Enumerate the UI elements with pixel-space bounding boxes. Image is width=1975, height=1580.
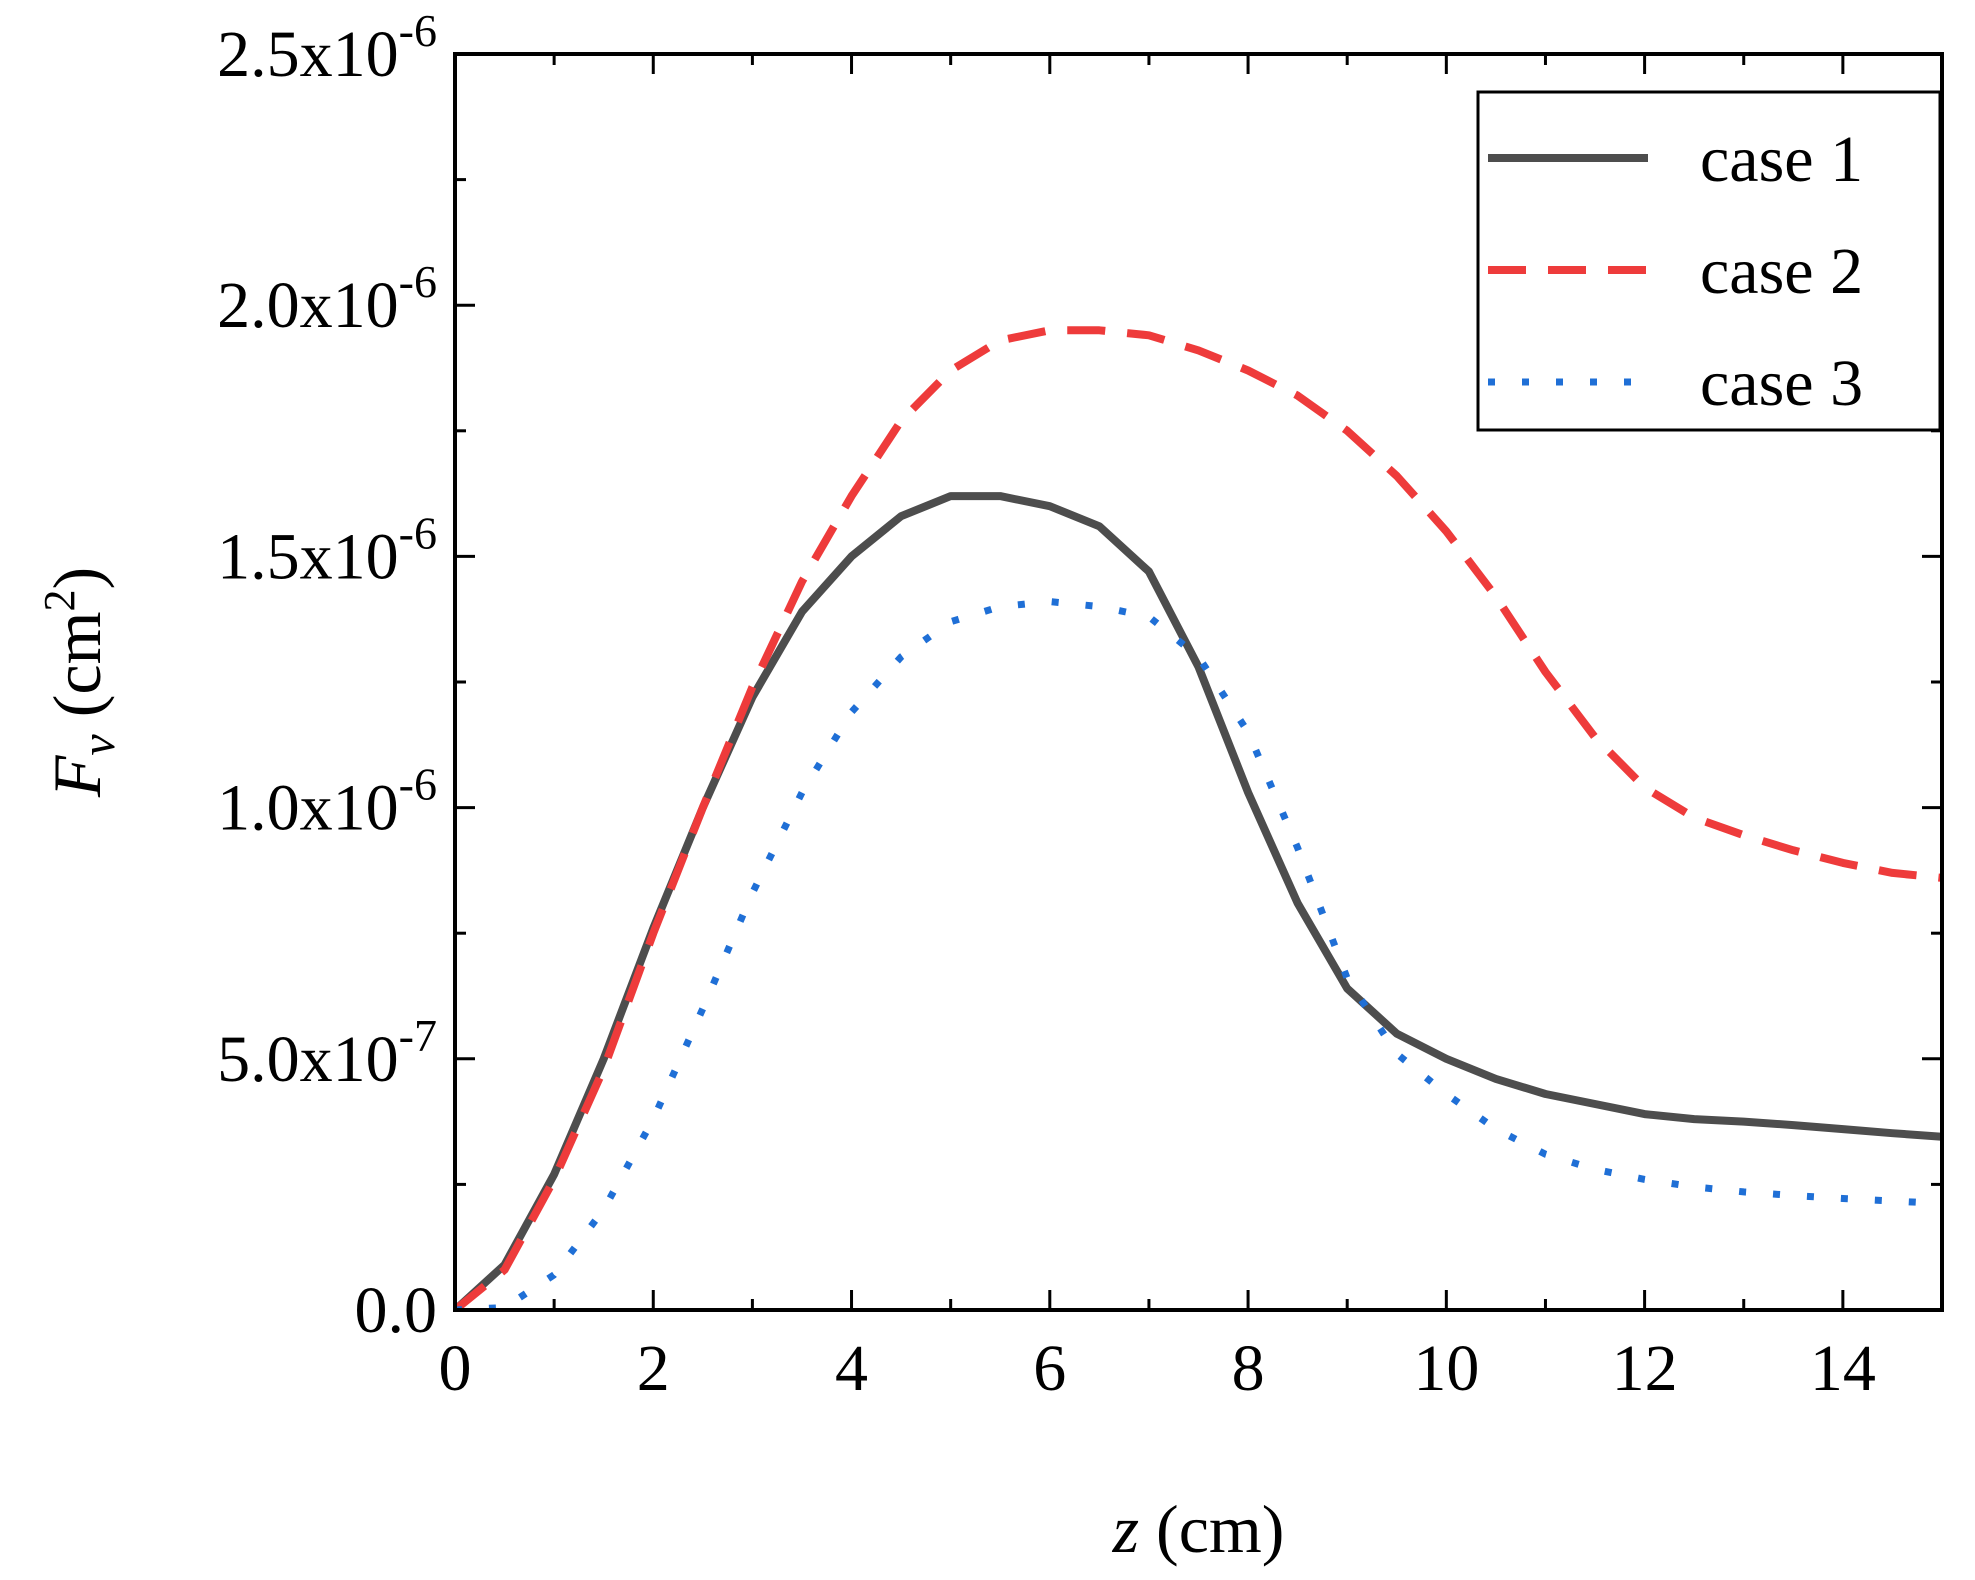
x-tick-label: 10 — [1413, 1332, 1479, 1405]
ticks-layer — [453, 52, 1942, 1312]
x-axis-variable: z — [1112, 1491, 1139, 1567]
y-tick-label-exponent: -6 — [399, 759, 437, 810]
y-tick-label-base: 1.0x10 — [217, 772, 399, 845]
y-axis-variable: F — [39, 754, 115, 798]
x-tick-label: 14 — [1810, 1332, 1876, 1405]
y-axis-unit-exponent: 2 — [35, 590, 84, 612]
y-axis-unit-close: ) — [39, 567, 115, 590]
series-line-case-2 — [455, 326, 1942, 1310]
y-axis-subscript: v — [72, 734, 125, 756]
y-tick-label-exponent: -6 — [399, 5, 437, 56]
y-tick-label-exponent: -7 — [399, 1010, 437, 1061]
series-layer — [455, 326, 1942, 1310]
y-tick-label: 0.0 — [355, 1274, 438, 1347]
legend: case 1 case 2 case 3 — [1476, 90, 1942, 432]
y-tick-label: 5.0x10-7 — [217, 1010, 437, 1096]
legend-box — [1476, 90, 1942, 432]
tick-labels: 0 2 4 6 8 10 12 140.05.0x10-71.0x10-61.5x10-62.… — [217, 5, 1876, 1405]
y-tick-label-base: 1.5x10 — [217, 520, 399, 593]
x-tick-label: 2 — [637, 1332, 670, 1405]
x-axis-title: z (cm) — [1112, 1491, 1285, 1567]
legend-label: case 1 — [1700, 123, 1863, 196]
x-axis-unit: (cm) — [1139, 1491, 1284, 1567]
x-tick-label: 12 — [1612, 1332, 1678, 1405]
x-tick-label: 0 — [439, 1332, 472, 1405]
y-tick-label: 2.0x10-6 — [217, 256, 437, 342]
x-tick-label: 8 — [1232, 1332, 1265, 1405]
y-tick-label-base: 2.0x10 — [217, 269, 399, 342]
y-tick-label: 2.5x10-6 — [217, 5, 437, 91]
y-tick-label: 1.5x10-6 — [217, 507, 437, 593]
x-tick-label: 6 — [1033, 1332, 1066, 1405]
y-tick-label-exponent: -6 — [399, 507, 437, 558]
y-tick-label-base: 0.0 — [355, 1274, 438, 1347]
legend-label: case 3 — [1700, 347, 1863, 420]
y-tick-label: 1.0x10-6 — [217, 759, 437, 845]
y-tick-label-base: 5.0x10 — [217, 1023, 399, 1096]
y-tick-label-exponent: -6 — [399, 256, 437, 307]
x-tick-label: 4 — [835, 1332, 868, 1405]
y-axis-unit-open: (cm — [39, 612, 115, 735]
legend-label: case 2 — [1700, 235, 1863, 308]
y-tick-label-base: 2.5x10 — [217, 18, 399, 91]
y-axis-title: Fv (cm2) — [35, 567, 125, 798]
